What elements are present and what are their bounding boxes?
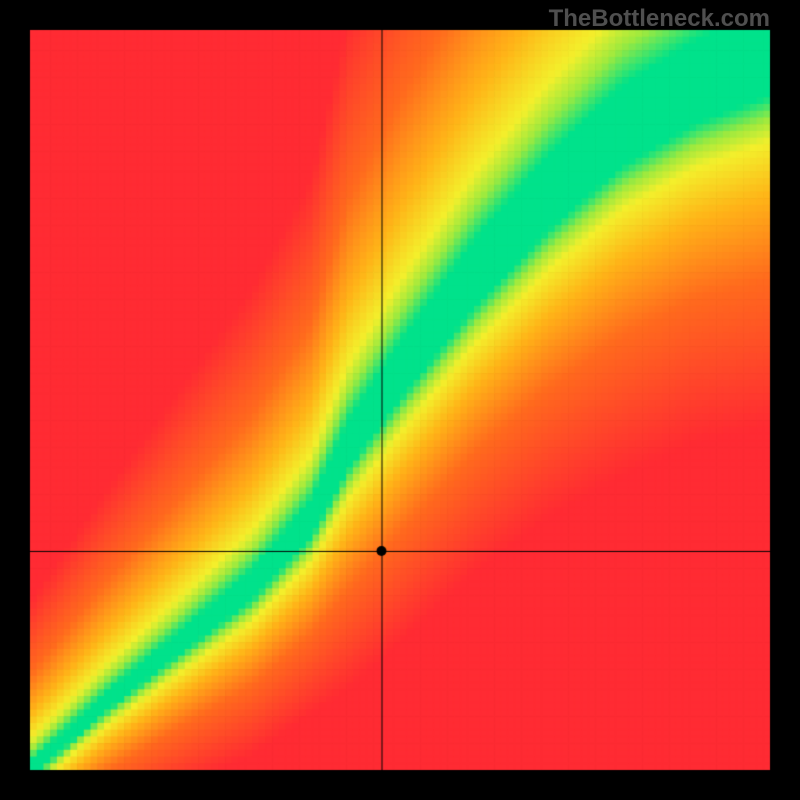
bottleneck-heatmap <box>0 0 800 800</box>
chart-container: TheBottleneck.com <box>0 0 800 800</box>
watermark-text: TheBottleneck.com <box>549 5 770 33</box>
